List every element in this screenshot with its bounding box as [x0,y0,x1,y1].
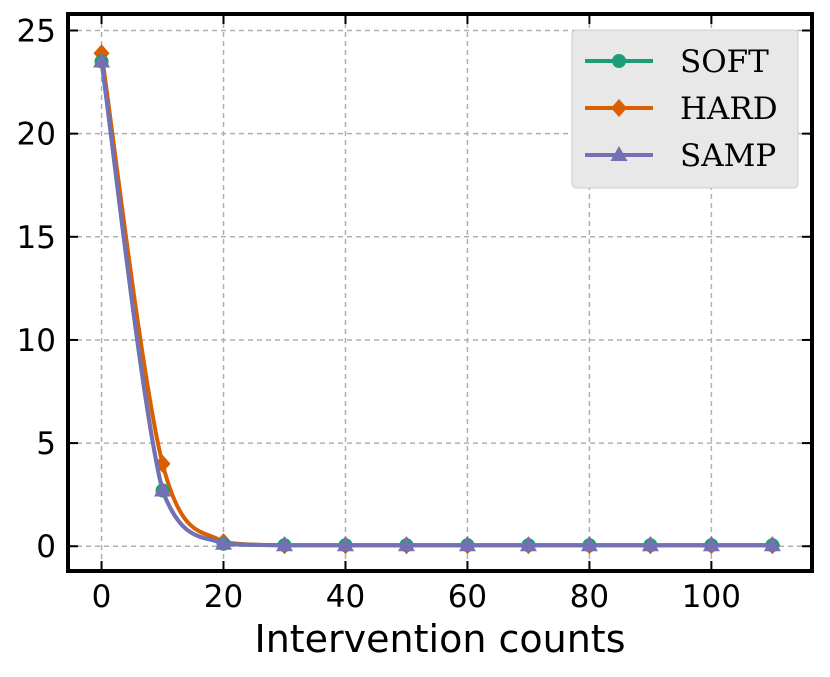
legend-label-soft: SOFT [680,44,769,80]
x-tick-label: 100 [682,579,741,615]
legend-label-hard: HARD [680,91,778,127]
legend-marker-samp [610,146,628,161]
legend: SOFT HARD SAMP [571,29,799,189]
y-tick-label: 25 [17,14,56,50]
y-tick-label: 15 [17,220,56,256]
plot-frame [66,12,814,573]
x-tick-labels: 0 20 40 60 80 100 [92,579,741,615]
data-point-samp [641,536,659,552]
x-tick-label: 0 [92,579,112,615]
data-point-samp [702,536,720,552]
legend-label-samp: SAMP [680,138,776,174]
legend-marker-soft [612,54,626,68]
data-point-samp [93,52,111,68]
x-tick-label: 80 [570,579,609,615]
series-samp [93,52,781,552]
data-point-samp [275,536,293,552]
data-point-samp [763,536,781,552]
x-tick-label: 20 [204,579,243,615]
x-axis-label: Intervention counts [254,617,625,661]
data-point-samp [154,481,172,497]
legend-box [571,29,799,189]
x-tick-label: 60 [448,579,487,615]
data-point-samp [580,536,598,552]
y-tick-label: 0 [36,529,56,565]
legend-marker-hard [611,99,627,117]
data-point-samp [458,536,476,552]
x-tick-label: 40 [326,579,365,615]
data-point-samp [215,534,233,550]
series-layer [93,44,781,555]
data-point-samp [519,536,537,552]
data-point-samp [336,536,354,552]
y-tick-labels: 0 5 10 15 20 25 [17,14,56,566]
y-tick-label: 20 [17,117,56,153]
y-tick-label: 10 [17,323,56,359]
y-tick-label: 5 [36,426,56,462]
data-point-samp [397,536,415,552]
